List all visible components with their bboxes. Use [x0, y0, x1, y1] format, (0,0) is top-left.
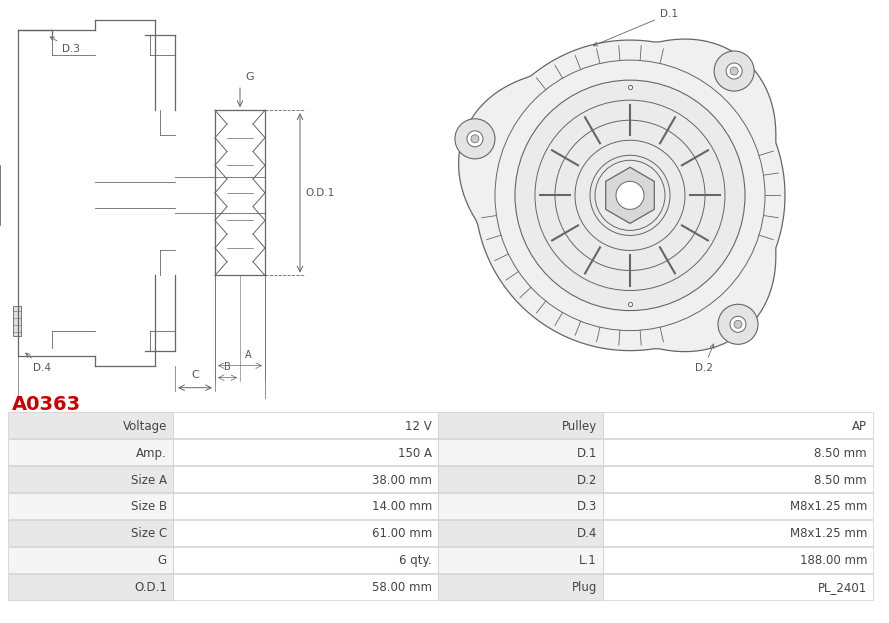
Text: A: A: [244, 350, 252, 359]
Text: D.4: D.4: [577, 528, 597, 540]
Bar: [8, 574, 173, 600]
Text: Pulley: Pulley: [562, 419, 597, 432]
Text: 12 V: 12 V: [405, 419, 432, 432]
Text: L.1: L.1: [580, 554, 597, 568]
Text: G: G: [158, 554, 167, 568]
Bar: [603, 439, 873, 465]
Text: D.3: D.3: [50, 37, 80, 54]
Bar: [438, 439, 603, 465]
Bar: [438, 520, 603, 546]
Bar: [8, 439, 173, 465]
Bar: [438, 574, 603, 600]
Text: Size B: Size B: [131, 500, 167, 513]
Bar: [603, 412, 873, 438]
Text: D.1: D.1: [594, 9, 678, 46]
Circle shape: [616, 181, 644, 209]
Text: 14.00 mm: 14.00 mm: [372, 500, 432, 513]
Text: Size C: Size C: [131, 528, 167, 540]
Text: O.D.1: O.D.1: [134, 581, 167, 594]
Circle shape: [471, 135, 479, 143]
Polygon shape: [605, 168, 654, 224]
Circle shape: [455, 119, 495, 159]
Text: 6 qty.: 6 qty.: [399, 554, 432, 568]
Bar: [438, 412, 603, 438]
Bar: [8, 412, 173, 438]
Text: 8.50 mm: 8.50 mm: [814, 447, 867, 460]
Bar: [438, 493, 603, 519]
Text: 8.50 mm: 8.50 mm: [814, 473, 867, 487]
Bar: [173, 466, 438, 492]
Bar: [603, 520, 873, 546]
Circle shape: [467, 131, 483, 147]
Text: L.1: L.1: [133, 414, 150, 424]
Text: AP: AP: [852, 419, 867, 432]
Text: D.3: D.3: [577, 500, 597, 513]
Text: D.2: D.2: [695, 344, 714, 373]
Text: 61.00 mm: 61.00 mm: [372, 528, 432, 540]
Text: 188.00 mm: 188.00 mm: [799, 554, 867, 568]
Text: Size A: Size A: [131, 473, 167, 487]
Text: D.1: D.1: [577, 447, 597, 460]
Text: Amp.: Amp.: [136, 447, 167, 460]
Circle shape: [734, 320, 742, 328]
Bar: [8, 493, 173, 519]
Bar: [8, 520, 173, 546]
Polygon shape: [459, 39, 785, 351]
Bar: [173, 547, 438, 573]
Bar: [603, 466, 873, 492]
Text: D.4: D.4: [26, 353, 51, 373]
Circle shape: [726, 63, 742, 79]
Text: D.2: D.2: [577, 473, 597, 487]
Text: M8x1.25 mm: M8x1.25 mm: [789, 500, 867, 513]
Bar: [438, 547, 603, 573]
Circle shape: [714, 51, 754, 91]
Text: PL_2401: PL_2401: [818, 581, 867, 594]
Circle shape: [515, 80, 745, 310]
Bar: [603, 574, 873, 600]
Bar: [173, 520, 438, 546]
Circle shape: [730, 67, 738, 75]
Bar: [438, 466, 603, 492]
Text: G: G: [245, 72, 253, 82]
Bar: [173, 574, 438, 600]
Text: M8x1.25 mm: M8x1.25 mm: [789, 528, 867, 540]
Text: 38.00 mm: 38.00 mm: [372, 473, 432, 487]
Circle shape: [718, 304, 758, 345]
Bar: [8, 466, 173, 492]
Text: 150 A: 150 A: [398, 447, 432, 460]
Text: O.D.1: O.D.1: [305, 188, 334, 198]
Circle shape: [730, 316, 746, 332]
Bar: [603, 493, 873, 519]
Text: A0363: A0363: [12, 395, 81, 414]
Bar: [173, 493, 438, 519]
Text: 58.00 mm: 58.00 mm: [372, 581, 432, 594]
Text: C: C: [191, 369, 199, 379]
Bar: [173, 439, 438, 465]
Bar: [8, 547, 173, 573]
Bar: [173, 412, 438, 438]
Text: Plug: Plug: [572, 581, 597, 594]
Bar: [13, 305, 21, 336]
Bar: [603, 547, 873, 573]
Text: B: B: [224, 362, 231, 372]
Text: Voltage: Voltage: [123, 419, 167, 432]
